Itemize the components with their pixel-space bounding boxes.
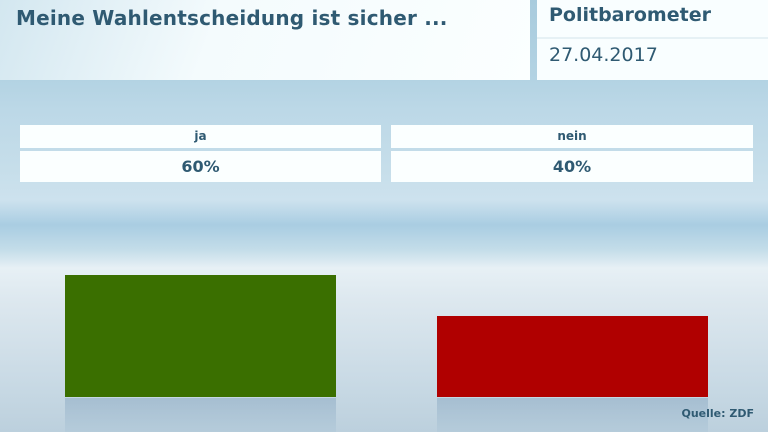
bar-nein-reflection — [437, 398, 708, 432]
column-label-ja: ja — [20, 125, 381, 148]
header-title-panel: Meine Wahlentscheidung ist sicher ... — [0, 0, 530, 80]
column-value-nein: 40% — [391, 151, 753, 182]
source-label: Quelle: ZDF — [681, 407, 755, 420]
header-brand-panel: Politbarometer 27.04.2017 — [537, 0, 768, 80]
bar-ja — [65, 275, 336, 397]
chart-title: Meine Wahlentscheidung ist sicher ... — [16, 6, 448, 30]
bar-nein — [437, 316, 708, 397]
column-label-nein: nein — [391, 125, 753, 148]
column-value-ja: 60% — [20, 151, 381, 182]
date-label: 27.04.2017 — [549, 44, 658, 66]
bar-ja-reflection — [65, 398, 336, 432]
brand-label: Politbarometer — [549, 4, 711, 26]
